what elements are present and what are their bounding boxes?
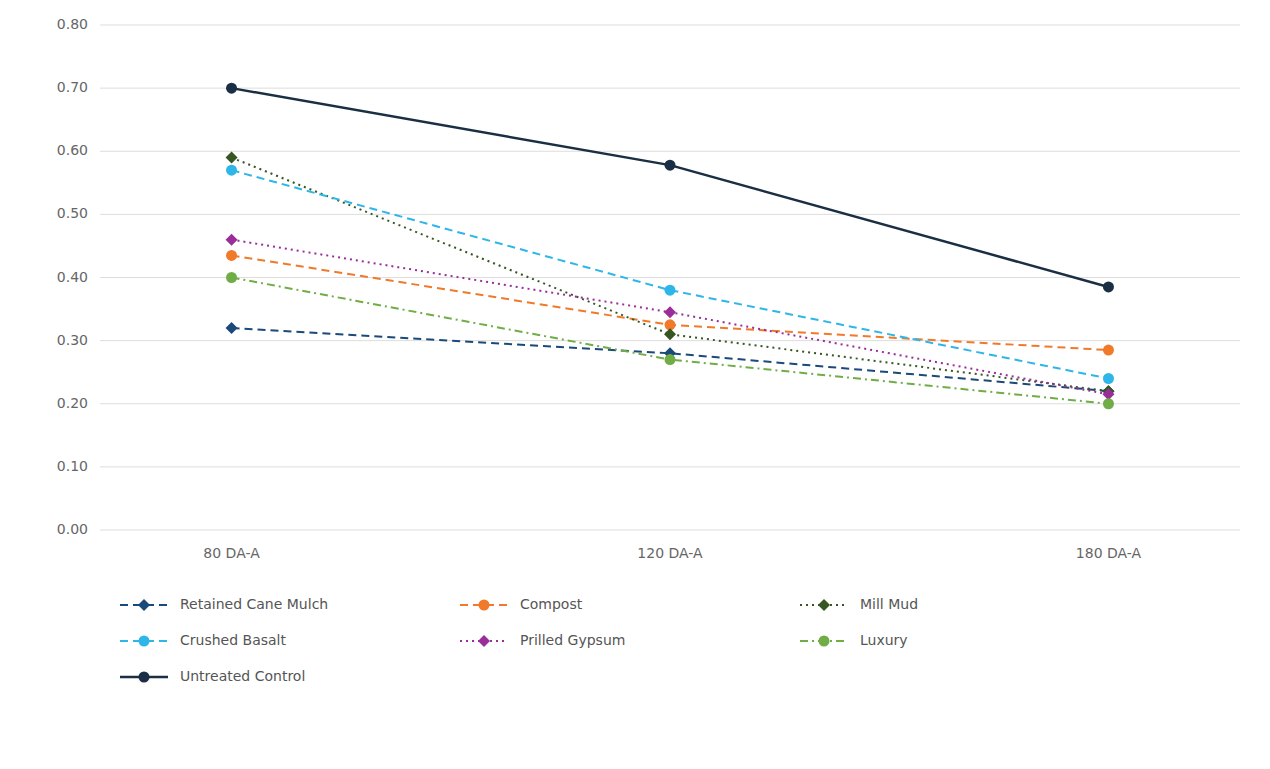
plot-data <box>226 83 1115 410</box>
legend-marker <box>818 599 830 611</box>
y-grid <box>100 25 1240 530</box>
y-tick-label: 0.70 <box>57 79 88 95</box>
point <box>226 322 238 334</box>
series <box>226 272 1114 409</box>
chart: 0.00 0.10 0.20 0.30 0.40 0.50 0.60 0.70 0.80 80 D… <box>0 0 1270 769</box>
grid-line <box>100 403 1240 404</box>
grid-line <box>100 151 1240 152</box>
x-tick-label: 180 DA-A <box>1076 545 1142 561</box>
grid-line <box>100 88 1240 89</box>
series-line <box>232 240 1109 395</box>
series <box>226 83 1114 293</box>
x-tick-labels: 80 DA-A 120 DA-A 180 DA-A <box>203 545 1141 561</box>
legend-label: Mill Mud <box>860 596 918 612</box>
grid-line <box>100 530 1240 531</box>
legend-label: Retained Cane Mulch <box>180 596 328 612</box>
legend-label: Prilled Gypsum <box>520 632 625 648</box>
point <box>1103 345 1114 356</box>
y-tick-label: 0.20 <box>57 395 88 411</box>
grid-line <box>100 25 1240 26</box>
legend-marker <box>138 599 150 611</box>
point <box>1103 281 1114 292</box>
y-tick-label: 0.30 <box>57 332 88 348</box>
y-tick-label: 0.80 <box>57 16 88 32</box>
y-tick-label: 0.40 <box>57 269 88 285</box>
point <box>664 306 676 318</box>
legend-item: Crushed Basalt <box>120 632 286 648</box>
series-line <box>232 170 1109 378</box>
x-tick-label: 120 DA-A <box>637 545 703 561</box>
legend-marker <box>139 672 150 683</box>
grid-line <box>100 214 1240 215</box>
legend-label: Crushed Basalt <box>180 632 286 648</box>
legend-item: Luxury <box>800 632 908 648</box>
legend-label: Luxury <box>860 632 908 648</box>
x-tick-label: 80 DA-A <box>203 545 260 561</box>
legend-item: Untreated Control <box>120 668 305 684</box>
point <box>226 152 238 164</box>
y-tick-label: 0.60 <box>57 142 88 158</box>
legend: Retained Cane Mulch Compost Mill Mud Crushe… <box>120 596 918 684</box>
legend-marker <box>139 636 150 647</box>
grid-line <box>100 466 1240 467</box>
series <box>226 152 1115 398</box>
point <box>665 285 676 296</box>
series-line <box>232 158 1109 392</box>
legend-marker <box>479 600 490 611</box>
point <box>1103 373 1114 384</box>
y-tick-label: 0.50 <box>57 205 88 221</box>
series <box>226 165 1114 384</box>
point <box>1103 398 1114 409</box>
point <box>226 165 237 176</box>
point <box>665 354 676 365</box>
point <box>226 234 238 246</box>
legend-label: Compost <box>520 596 583 612</box>
y-tick-label: 0.10 <box>57 458 88 474</box>
point <box>664 328 676 340</box>
legend-marker <box>819 636 830 647</box>
y-tick-label: 0.00 <box>57 521 88 537</box>
series <box>226 322 1115 397</box>
legend-item: Retained Cane Mulch <box>120 596 328 612</box>
series <box>226 250 1114 356</box>
series-line <box>232 328 1109 391</box>
y-tick-labels: 0.00 0.10 0.20 0.30 0.40 0.50 0.60 0.70 0.80 <box>57 16 88 537</box>
page: {"chart_data": { "type": "line", "catego… <box>0 0 1270 769</box>
point <box>665 160 676 171</box>
point <box>226 272 237 283</box>
series-line <box>232 88 1109 287</box>
legend-item: Prilled Gypsum <box>460 632 625 648</box>
legend-item: Compost <box>460 596 583 612</box>
legend-item: Mill Mud <box>800 596 918 612</box>
point <box>226 83 237 94</box>
legend-label: Untreated Control <box>180 668 305 684</box>
series <box>226 234 1115 401</box>
point <box>226 250 237 261</box>
series-line <box>232 278 1109 404</box>
legend-marker <box>478 635 490 647</box>
